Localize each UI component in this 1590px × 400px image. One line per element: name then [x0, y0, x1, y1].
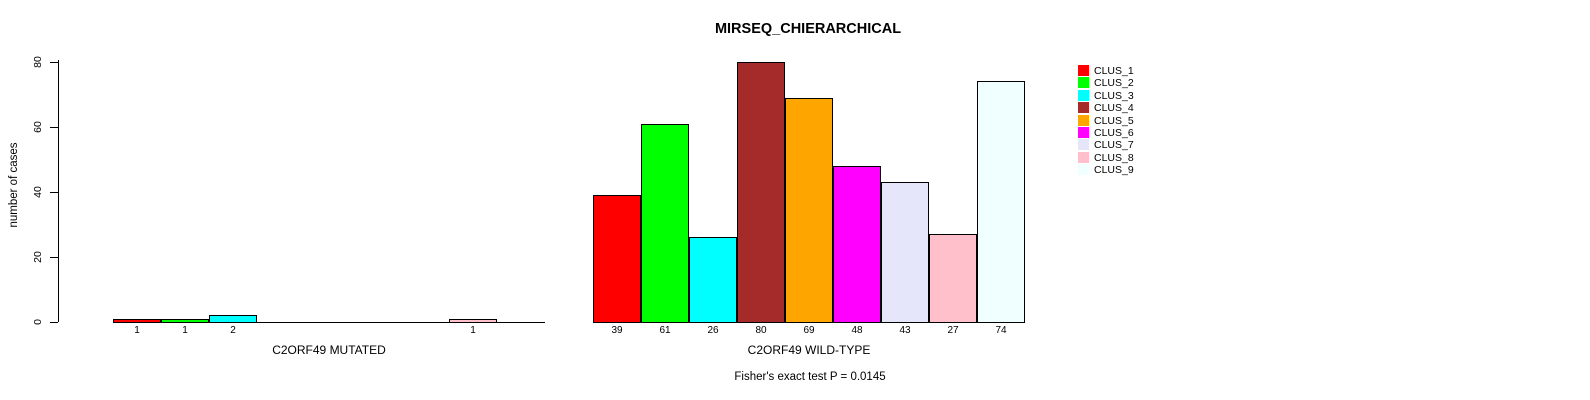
legend-swatch: [1078, 102, 1089, 113]
y-tick-label: 20: [32, 251, 44, 263]
bar-value-label: 26: [707, 325, 719, 336]
legend-swatch: [1078, 65, 1089, 76]
legend-label: CLUS_3: [1094, 90, 1134, 102]
bar-clus_8: [929, 234, 977, 323]
y-tick-label: 0: [32, 319, 44, 325]
legend-label: CLUS_6: [1094, 127, 1134, 139]
y-tick-mark: [50, 192, 58, 193]
bar-value-label: 2: [230, 325, 236, 336]
bar-value-label: 39: [611, 325, 623, 336]
legend-swatch: [1078, 90, 1089, 101]
bar-value-label: 48: [851, 325, 863, 336]
legend-swatch: [1078, 139, 1089, 150]
legend-label: CLUS_8: [1094, 152, 1134, 164]
group-label-mutated: C2ORF49 MUTATED: [272, 343, 386, 357]
bar-value-label: 69: [803, 325, 815, 336]
bar-clus_4: [737, 62, 785, 323]
bar-clus_5: [785, 98, 833, 323]
legend-swatch: [1078, 164, 1089, 175]
legend-swatch: [1078, 127, 1089, 138]
bar-clus_2: [161, 319, 209, 323]
bar-clus_7: [881, 182, 929, 323]
x-axis-baseline: [113, 322, 545, 323]
legend-label: CLUS_4: [1094, 102, 1134, 114]
fisher-test-text: Fisher's exact test P = 0.0145: [734, 371, 886, 383]
y-tick-label: 80: [32, 56, 44, 68]
legend-label: CLUS_9: [1094, 164, 1134, 176]
bar-value-label: 27: [947, 325, 959, 336]
legend-swatch: [1078, 152, 1089, 163]
bar-clus_9: [977, 81, 1025, 323]
bar-value-label: 80: [755, 325, 767, 336]
y-tick-label: 40: [32, 186, 44, 198]
y-tick-mark: [50, 257, 58, 258]
bar-clus_3: [209, 315, 257, 323]
legend-label: CLUS_2: [1094, 77, 1134, 89]
legend-swatch: [1078, 77, 1089, 88]
chart-title: MIRSEQ_CHIERARCHICAL: [714, 21, 902, 37]
bar-clus_1: [593, 195, 641, 323]
legend-label: CLUS_7: [1094, 139, 1134, 151]
bar-clus_6: [833, 166, 881, 323]
legend-label: CLUS_5: [1094, 115, 1134, 127]
y-tick-mark: [50, 322, 58, 323]
y-tick-mark: [50, 127, 58, 128]
bar-value-label: 1: [134, 325, 140, 336]
y-axis-line: [58, 60, 59, 322]
bar-value-label: 1: [470, 325, 476, 336]
bar-clus_2: [641, 124, 689, 323]
bar-clus_8: [449, 319, 497, 323]
legend-swatch: [1078, 115, 1089, 126]
y-axis-label: number of cases: [8, 142, 20, 228]
group-label-wildtype: C2ORF49 WILD-TYPE: [747, 343, 871, 357]
bar-value-label: 43: [899, 325, 911, 336]
bar-clus_3: [689, 237, 737, 323]
legend-label: CLUS_1: [1094, 65, 1134, 77]
bar-value-label: 1: [182, 325, 188, 336]
y-tick-mark: [50, 62, 58, 63]
bar-value-label: 61: [659, 325, 671, 336]
bar-value-label: 74: [995, 325, 1007, 336]
bar-clus_1: [113, 319, 161, 323]
y-tick-label: 60: [32, 121, 44, 133]
